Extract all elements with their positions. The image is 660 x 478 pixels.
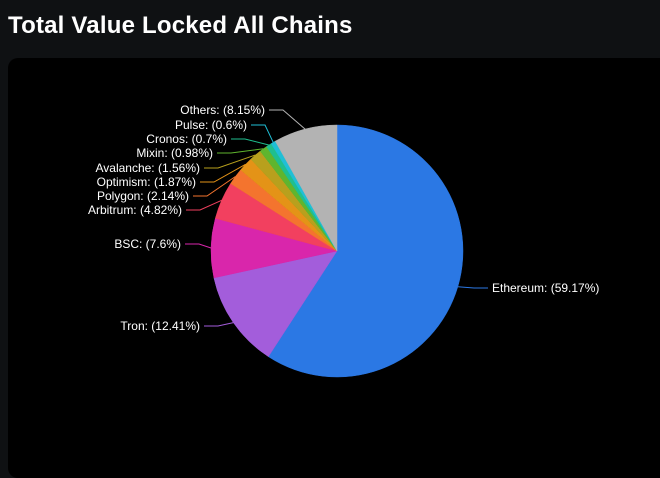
slice-label-arbitrum: Arbitrum: (4.82%): [88, 203, 182, 217]
leader-line-others: [269, 109, 306, 130]
leader-line-bsc: [185, 243, 212, 249]
leader-line-avalanche: [204, 154, 256, 169]
pie-chart: Ethereum: (59.17%) Tron: (12.41%) BSC: (7.…: [88, 103, 599, 378]
leader-line-mixin: [217, 148, 264, 154]
leader-line-tron: [204, 322, 234, 327]
leader-line-ethereum: [457, 286, 488, 289]
slice-label-pulse: Pulse: (0.6%): [175, 118, 247, 132]
slice-label-others: Others: (8.15%): [180, 103, 265, 117]
slice-label-ethereum: Ethereum: (59.17%): [492, 281, 599, 295]
pie-slice-others[interactable]: [274, 124, 338, 252]
page-title: Total Value Locked All Chains: [8, 12, 353, 39]
slice-label-tron: Tron: (12.41%): [120, 319, 200, 333]
slice-label-cronos: Cronos: (0.7%): [146, 132, 227, 146]
slice-label-bsc: BSC: (7.6%): [114, 237, 181, 251]
slice-label-optimism: Optimism: (1.87%): [97, 175, 196, 189]
slice-label-mixin: Mixin: (0.98%): [136, 146, 213, 160]
leader-line-pulse: [251, 124, 274, 143]
slice-label-polygon: Polygon: (2.14%): [97, 189, 189, 203]
pie-slice-tron[interactable]: [213, 250, 338, 358]
leader-line-arbitrum: [186, 199, 222, 211]
leader-line-polygon: [193, 176, 236, 197]
pie-slice-ethereum[interactable]: [268, 124, 464, 378]
slice-label-avalanche: Avalanche: (1.56%): [95, 161, 200, 175]
leader-line-optimism: [200, 163, 246, 183]
leader-line-cronos: [231, 138, 269, 146]
